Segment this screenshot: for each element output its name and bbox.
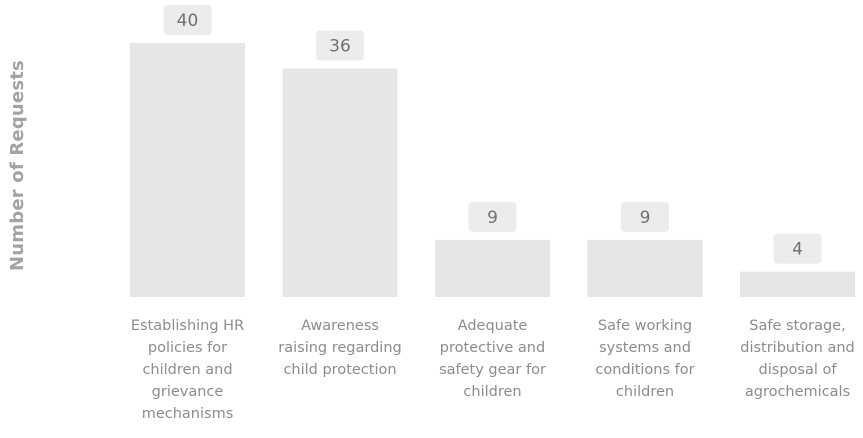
category-label-line: children and <box>142 362 232 378</box>
category-label-line: Safe working <box>598 318 692 334</box>
data-label: 40 <box>177 11 199 31</box>
category-label-line: safety gear for <box>439 362 546 378</box>
category-label: Establishing HR policies for children and g… <box>131 318 244 422</box>
category-label-line: policies for <box>148 340 227 356</box>
category-label: Safe storage, distribution and disposal of… <box>740 318 855 400</box>
bar-group: 40 Establishing HR policies for children an… <box>130 5 245 422</box>
bar <box>282 68 398 298</box>
category-label: Safe working systems and conditions for chi… <box>595 318 694 400</box>
data-label-box <box>163 5 212 35</box>
bar <box>435 239 550 297</box>
category-label-line: child protection <box>283 362 396 378</box>
category-label-line: Awareness <box>301 318 379 334</box>
category-label-line: raising regarding <box>278 340 401 356</box>
data-label: 36 <box>329 36 351 56</box>
data-label-box <box>621 201 669 232</box>
category-label-line: Adequate <box>458 318 528 334</box>
category-label-line: distribution and <box>740 340 855 356</box>
category-label-line: conditions for <box>595 362 694 378</box>
category-label-line: protective and <box>440 340 545 356</box>
category-label-line: children <box>616 384 674 400</box>
data-label: 9 <box>640 208 651 228</box>
category-label: Adequate protective and safety gear for chi… <box>439 318 546 400</box>
bar <box>587 239 703 297</box>
data-label: 9 <box>487 208 498 228</box>
category-label-line: agrochemicals <box>745 384 850 400</box>
category-label-line: systems and <box>599 340 691 356</box>
category-label-line: Establishing HR <box>131 318 244 334</box>
bar <box>740 271 855 297</box>
data-label: 4 <box>792 240 803 260</box>
category-label-line: Safe storage, <box>749 318 845 334</box>
data-label-box <box>773 233 822 264</box>
category-label-line: mechanisms <box>142 406 234 422</box>
category-label: Awareness raising regarding child protecti… <box>278 318 401 378</box>
category-label-line: grievance <box>152 384 224 400</box>
data-label-box <box>468 201 517 232</box>
bar-group: 36 Awareness raising regarding child protec… <box>278 30 402 378</box>
category-label-line: disposal of <box>759 362 838 378</box>
bar-group: 9 Safe working systems and conditions for ch… <box>587 201 703 400</box>
category-label-line: children <box>463 384 521 400</box>
bar-group: 9 Adequate protective and safety gear for ch… <box>435 201 550 400</box>
bar <box>130 43 245 297</box>
data-label-box <box>316 30 364 61</box>
bar-group: 4 Safe storage, distribution and disposal o… <box>740 233 855 400</box>
